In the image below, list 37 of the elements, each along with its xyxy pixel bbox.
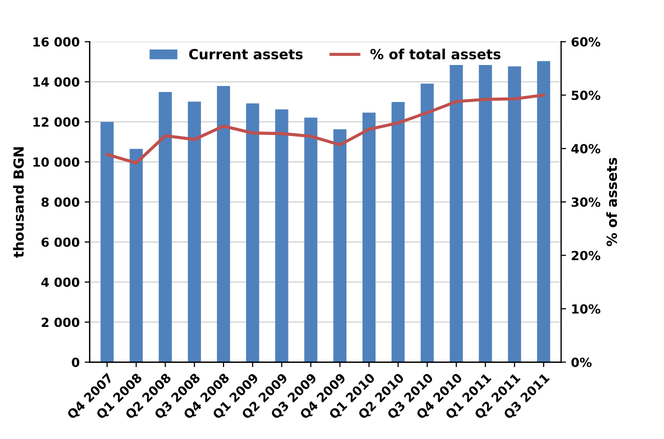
y-tick-label: 14 000 (33, 77, 80, 87)
y2-axis-title: % of assets (606, 158, 618, 246)
bar (100, 122, 114, 362)
y-tick-label: 2 000 (42, 318, 80, 328)
y2-tick-label: 40% (571, 144, 600, 154)
legend-label: % of total assets (370, 48, 500, 60)
y-tick-label: 16 000 (33, 37, 80, 47)
bar (304, 118, 318, 362)
y2-tick-label: 10% (572, 304, 600, 314)
y-tick-label: 4 000 (41, 278, 80, 287)
y2-tick-label: 20% (572, 250, 600, 260)
y-axis-title: thousand BGN (13, 147, 24, 258)
y2-tick-label: 30% (572, 197, 600, 207)
bar (188, 102, 201, 362)
legend-label: Current assets (189, 48, 303, 60)
bar (333, 129, 346, 362)
bar (537, 61, 550, 362)
bar (420, 84, 434, 362)
bar (392, 102, 405, 362)
line-series (106, 94, 546, 164)
bar (158, 92, 172, 362)
y2-tick-label: 60% (572, 37, 600, 47)
bar (478, 64, 492, 362)
bar (362, 112, 376, 362)
y-tick-label: 8 000 (42, 197, 80, 207)
y-tick-label: 12 000 (33, 117, 80, 127)
bar (130, 148, 143, 362)
y-tick-label: 10 000 (33, 157, 80, 167)
bar (450, 64, 463, 362)
bar (246, 103, 260, 362)
y-tick-label: 6 000 (42, 237, 80, 247)
y-tick-label: 0 (72, 358, 80, 368)
y2-tick-label: 50% (572, 90, 600, 100)
y2-tick-label: 0% (571, 358, 592, 368)
bar (508, 66, 522, 362)
bar (216, 86, 230, 362)
bar (275, 109, 288, 362)
